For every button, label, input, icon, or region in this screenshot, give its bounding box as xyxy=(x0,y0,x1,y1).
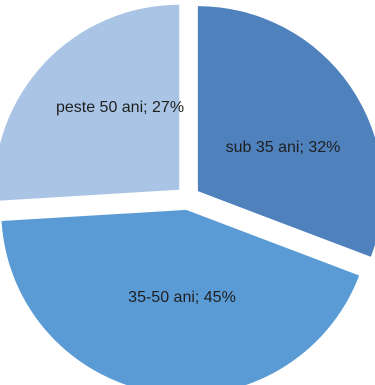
label-sub-35-ani: sub 35 ani; 32% xyxy=(226,139,341,156)
slice-sub-35-ani xyxy=(197,6,375,257)
slice-35-50-ani xyxy=(1,209,360,385)
slice-peste-50-ani xyxy=(0,4,180,201)
label-peste-50-ani: peste 50 ani; 27% xyxy=(56,99,184,116)
label-35-50-ani: 35-50 ani; 45% xyxy=(128,289,236,306)
